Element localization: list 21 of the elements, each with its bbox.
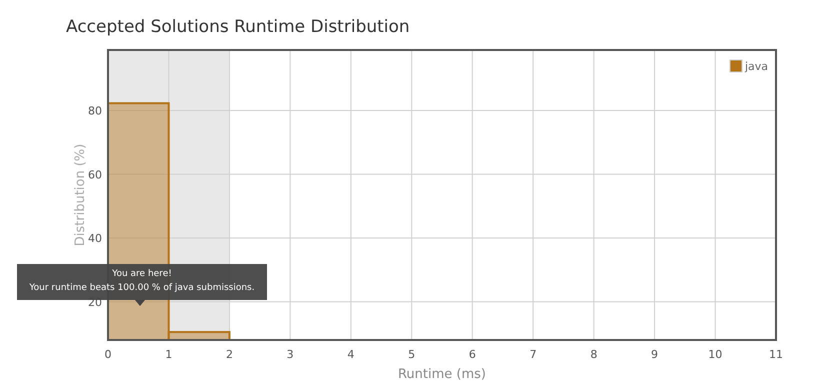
x-tick-label: 0 bbox=[104, 348, 112, 361]
x-tick-label: 4 bbox=[347, 348, 354, 361]
y-tick-label: 80 bbox=[88, 104, 102, 118]
x-axis-title: Runtime (ms) bbox=[398, 367, 486, 382]
x-tick-label: 11 bbox=[769, 348, 783, 361]
x-tick-label: 7 bbox=[530, 348, 537, 361]
x-tick-label: 8 bbox=[590, 348, 598, 361]
legend-label: java bbox=[744, 60, 768, 73]
annotation: You are here! Your runtime beats 100.00 % of java submissions. bbox=[28, 269, 255, 293]
y-tick-label: 60 bbox=[88, 168, 102, 182]
y-tick-label: 20 bbox=[88, 296, 102, 309]
x-tick-label: 2 bbox=[226, 348, 233, 361]
x-tick-label: 10 bbox=[708, 348, 722, 361]
y-axis-title: Distribution (%) bbox=[73, 144, 88, 246]
x-tick-label: 3 bbox=[286, 348, 294, 361]
x-tick-label: 9 bbox=[651, 348, 658, 361]
y-tick-label: 40 bbox=[88, 232, 102, 246]
chart-title: Accepted Solutions Runtime Distribution bbox=[66, 17, 410, 37]
x-tick-label: 6 bbox=[468, 348, 476, 361]
x-tick-label: 1 bbox=[165, 348, 172, 361]
x-tick-label: 5 bbox=[408, 348, 416, 361]
